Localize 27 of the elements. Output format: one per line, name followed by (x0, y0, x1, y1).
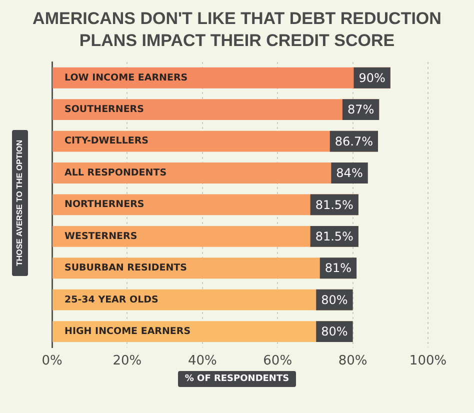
y-tick-label: LOW INCOME EARNERS (64, 72, 188, 84)
y-tick-label: 25-34 YEAR OLDS (64, 294, 159, 306)
x-tick-label: 0% (42, 354, 62, 369)
data-label: 81% (324, 261, 352, 276)
y-tick-label: SOUTHERNERS (64, 104, 144, 116)
data-label: 90% (358, 70, 386, 85)
data-label: 80% (321, 292, 348, 307)
data-label: 86.7% (334, 134, 373, 148)
y-tick-label: NORTHERNERS (64, 199, 144, 210)
data-label: 84% (336, 166, 363, 180)
y-tick-label: SUBURBAN RESIDENTS (64, 262, 188, 274)
chart-title: AMERICANS DON'T LIKE THAT DEBT REDUCTION PLANS IMPACT THEIR CREDIT SCORE (32, 8, 442, 52)
x-tick-label: 60% (263, 354, 292, 369)
y-axis-title: THOSE AVERSE TO THE OPTION (12, 130, 28, 276)
x-tick-label: 80% (338, 354, 368, 369)
y-tick-label: WESTERNERS (64, 230, 138, 242)
x-axis-title: % OF RESPONDENTS (178, 371, 296, 387)
data-label: 81.5% (315, 198, 354, 212)
y-tick-label: CITY-DWELLERS (64, 136, 149, 147)
x-tick-label: 20% (112, 354, 142, 369)
y-tick-label: HIGH INCOME EARNERS (64, 326, 191, 338)
x-tick-label: 100% (409, 354, 447, 369)
x-tick-label: 40% (188, 354, 217, 369)
data-label: 81.5% (315, 230, 354, 244)
data-label: 80% (321, 324, 348, 339)
y-tick-label: ALL RESPONDENTS (64, 167, 167, 178)
data-label: 87% (347, 102, 374, 117)
